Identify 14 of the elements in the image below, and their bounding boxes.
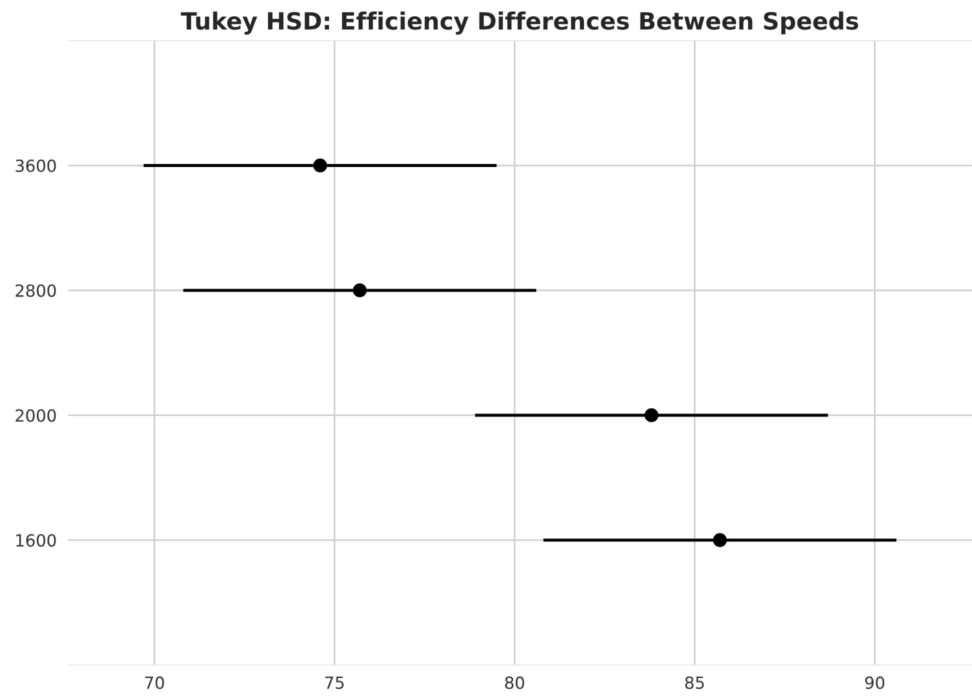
x-tick-label: 85 (685, 676, 704, 690)
point (712, 533, 727, 548)
y-tick-label: 3600 (16, 159, 56, 172)
point (352, 283, 367, 298)
y-tick-label: 2800 (16, 284, 56, 297)
x-tick-label: 75 (325, 676, 344, 690)
y-tick-label: 1600 (16, 534, 56, 547)
x-tick-label: 90 (865, 676, 884, 690)
point (644, 408, 658, 422)
x-tick-label: 80 (505, 676, 524, 690)
point (313, 158, 328, 172)
x-tick-label: 70 (145, 676, 164, 690)
y-tick-label: 2000 (16, 409, 56, 422)
chart-title: Tukey HSD: Efficiency Differences Between Speeds (180, 12, 858, 35)
